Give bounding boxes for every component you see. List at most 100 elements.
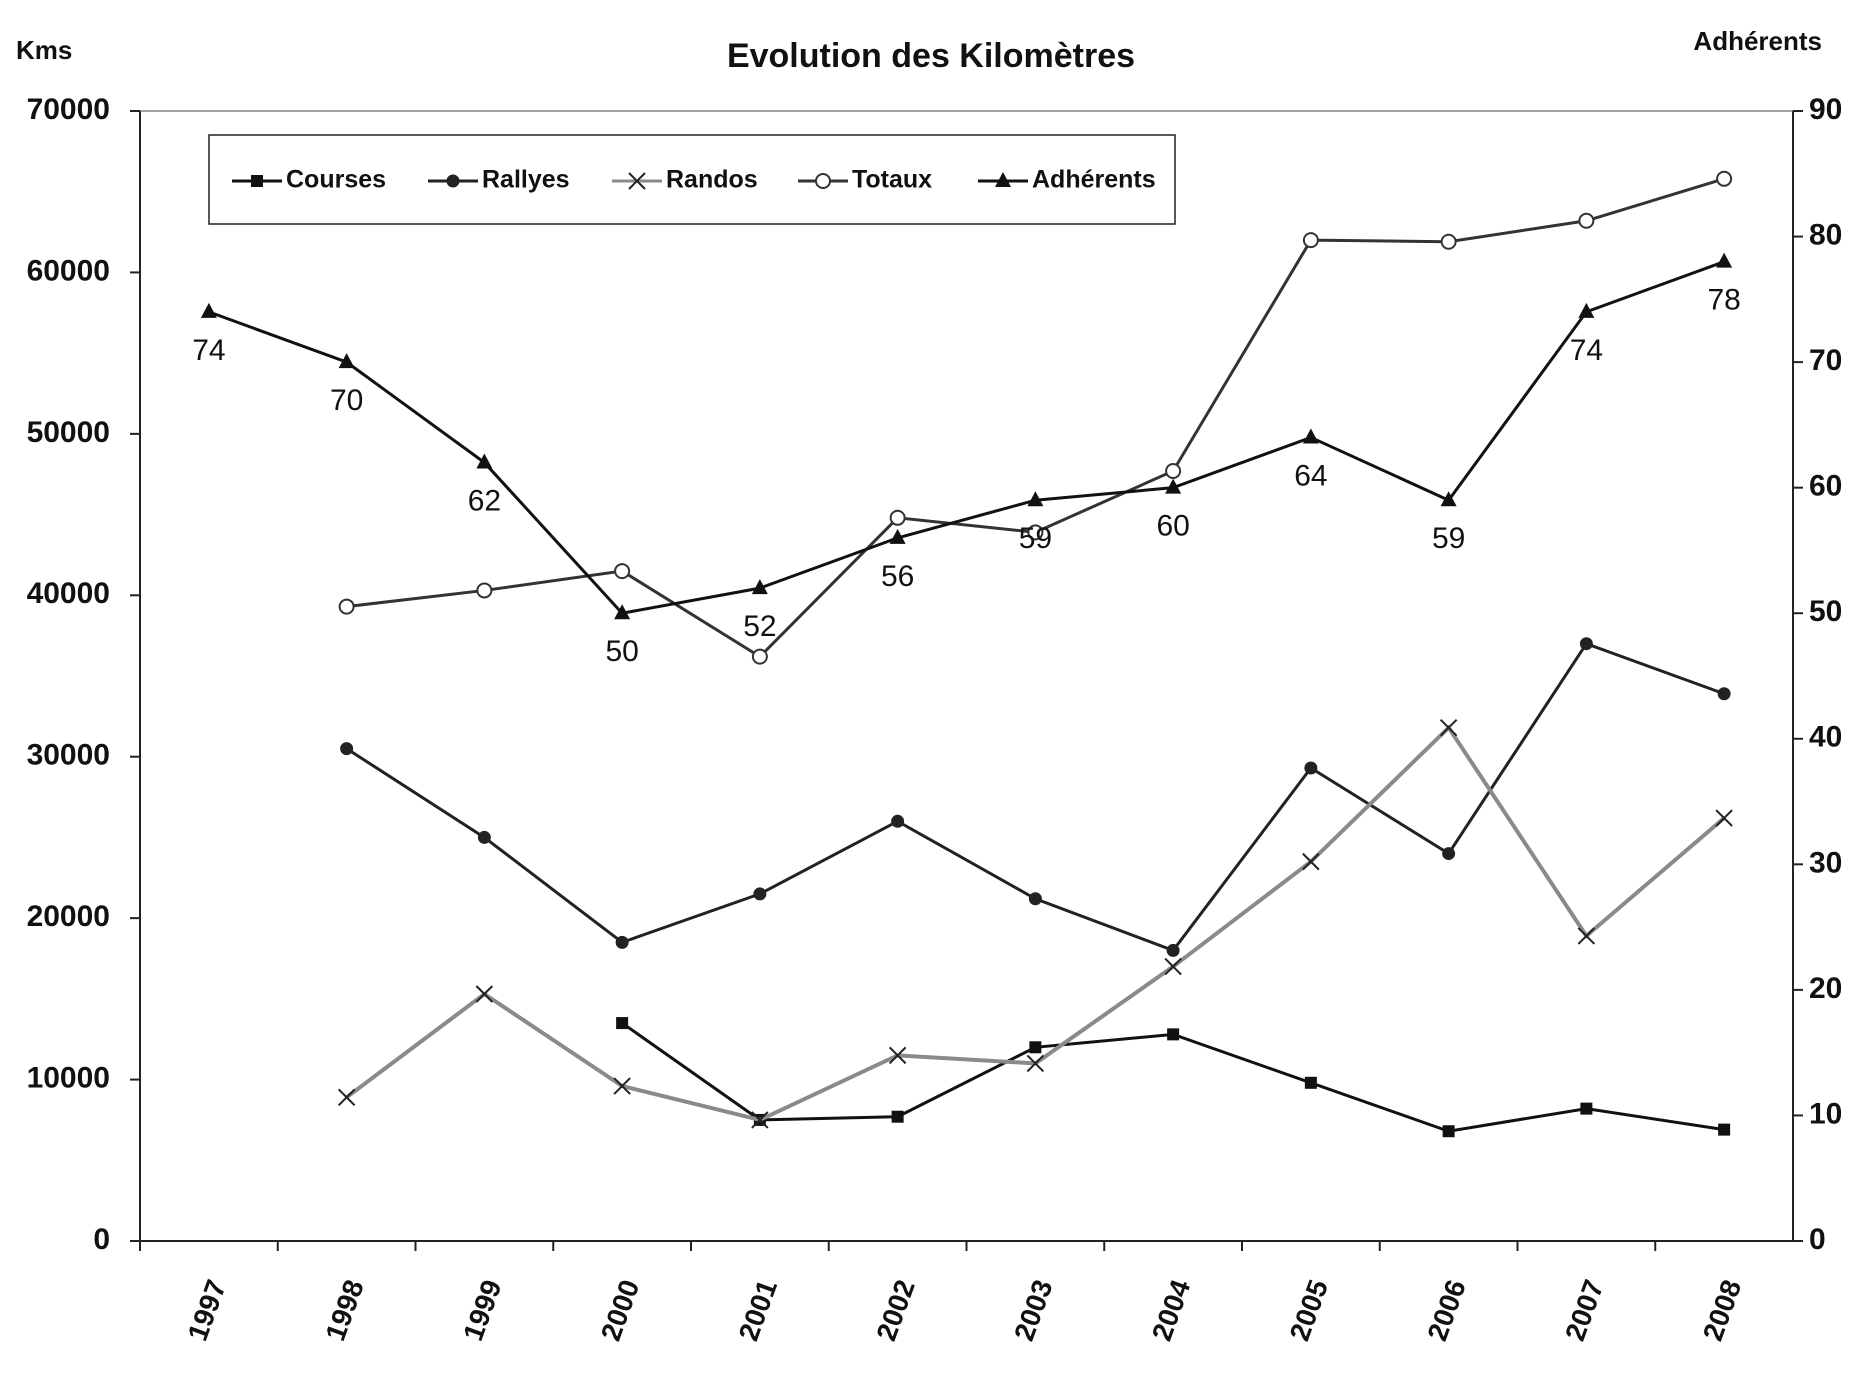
x-tick-label: 1998 — [319, 1276, 369, 1345]
marker — [251, 175, 263, 187]
data-label: 60 — [1156, 510, 1189, 543]
marker — [1718, 1123, 1731, 1136]
data-label: 74 — [1570, 334, 1603, 367]
marker — [1442, 847, 1456, 861]
data-label: 56 — [881, 560, 914, 593]
marker — [614, 604, 631, 620]
marker — [751, 648, 768, 665]
x-tick-label: 2006 — [1421, 1276, 1471, 1345]
marker — [995, 172, 1011, 187]
marker — [891, 814, 905, 828]
y2-tick-label: 40 — [1809, 721, 1842, 754]
y2-tick-label: 20 — [1809, 972, 1842, 1005]
y2-tick-label: 70 — [1809, 344, 1842, 377]
marker — [1164, 957, 1182, 976]
y-tick-label: 70000 — [27, 93, 110, 126]
marker — [1304, 1076, 1317, 1089]
y-tick-label: 30000 — [27, 739, 110, 772]
marker — [475, 985, 494, 1003]
marker — [476, 582, 493, 599]
marker — [1580, 1102, 1593, 1115]
x-tick-label: 2008 — [1697, 1276, 1747, 1345]
marker — [616, 1017, 629, 1030]
marker — [1165, 478, 1182, 494]
marker — [1716, 252, 1733, 268]
marker — [1577, 927, 1596, 945]
marker — [613, 1077, 631, 1095]
marker — [1579, 637, 1593, 651]
x-tick-label: 2001 — [733, 1276, 783, 1345]
y2-tick-label: 50 — [1809, 595, 1842, 628]
y-tick-label: 40000 — [27, 577, 110, 610]
y2-tick-label: 0 — [1809, 1223, 1826, 1256]
chart-title: Evolution des Kilomètres — [727, 37, 1135, 75]
data-label: 78 — [1707, 284, 1740, 317]
marker — [628, 172, 646, 190]
legend-label: Courses — [286, 166, 386, 194]
marker — [615, 935, 629, 949]
data-label: 64 — [1294, 459, 1327, 492]
y-tick-label: 50000 — [27, 416, 110, 449]
y2-tick-label: 60 — [1809, 470, 1842, 503]
x-tick-label: 2003 — [1008, 1276, 1058, 1345]
y-tick-label: 10000 — [27, 1061, 110, 1094]
marker — [200, 302, 217, 318]
x-tick-label: 1999 — [457, 1276, 507, 1345]
x-tick-label: 2007 — [1559, 1276, 1609, 1345]
marker — [888, 1046, 907, 1065]
marker — [1717, 687, 1731, 701]
marker — [1028, 892, 1042, 906]
data-label: 52 — [743, 610, 776, 643]
marker — [1302, 428, 1319, 444]
data-label: 74 — [192, 334, 225, 367]
marker — [1165, 462, 1182, 479]
marker — [446, 174, 460, 188]
y-tick-label: 20000 — [27, 900, 110, 933]
marker — [753, 887, 767, 901]
data-label: 59 — [1432, 522, 1465, 555]
marker — [1304, 761, 1318, 775]
legend-label: Rallyes — [482, 166, 570, 194]
series-line — [208, 260, 1725, 615]
marker — [751, 579, 768, 595]
y-tick-label: 60000 — [27, 254, 110, 287]
marker — [338, 598, 355, 615]
marker — [338, 353, 355, 369]
marker — [889, 528, 906, 544]
marker — [1440, 491, 1457, 507]
marker — [1027, 491, 1044, 507]
legend-label: Totaux — [852, 166, 932, 194]
marker — [1302, 852, 1320, 871]
y2-tick-label: 30 — [1809, 846, 1842, 879]
y2-tick-label: 10 — [1809, 1097, 1842, 1130]
marker — [751, 1111, 769, 1129]
legend-label: Adhérents — [1032, 166, 1156, 194]
marker — [1026, 1054, 1045, 1073]
marker — [1716, 170, 1733, 187]
marker — [889, 509, 906, 526]
y-axis-label: Kms — [16, 35, 72, 65]
data-label: 59 — [1019, 522, 1052, 555]
y-tick-label: 0 — [93, 1223, 110, 1256]
marker — [1715, 809, 1733, 827]
y2-tick-label: 80 — [1809, 218, 1842, 251]
marker — [337, 1088, 356, 1107]
marker — [1027, 524, 1044, 541]
x-tick-label: 1997 — [182, 1276, 232, 1345]
marker — [1439, 718, 1458, 737]
marker — [815, 173, 831, 189]
marker — [340, 742, 354, 756]
marker — [1440, 233, 1457, 250]
x-tick-label: 2000 — [595, 1276, 645, 1345]
data-label: 50 — [605, 635, 638, 668]
marker — [1578, 302, 1595, 318]
y2-tick-label: 90 — [1809, 93, 1842, 126]
series-line — [345, 724, 1726, 1123]
x-tick-label: 2002 — [870, 1276, 920, 1345]
marker — [891, 1110, 904, 1123]
marker — [614, 563, 631, 580]
legend-label: Randos — [666, 166, 758, 194]
marker — [1029, 1041, 1042, 1054]
x-tick-label: 2005 — [1284, 1276, 1334, 1345]
